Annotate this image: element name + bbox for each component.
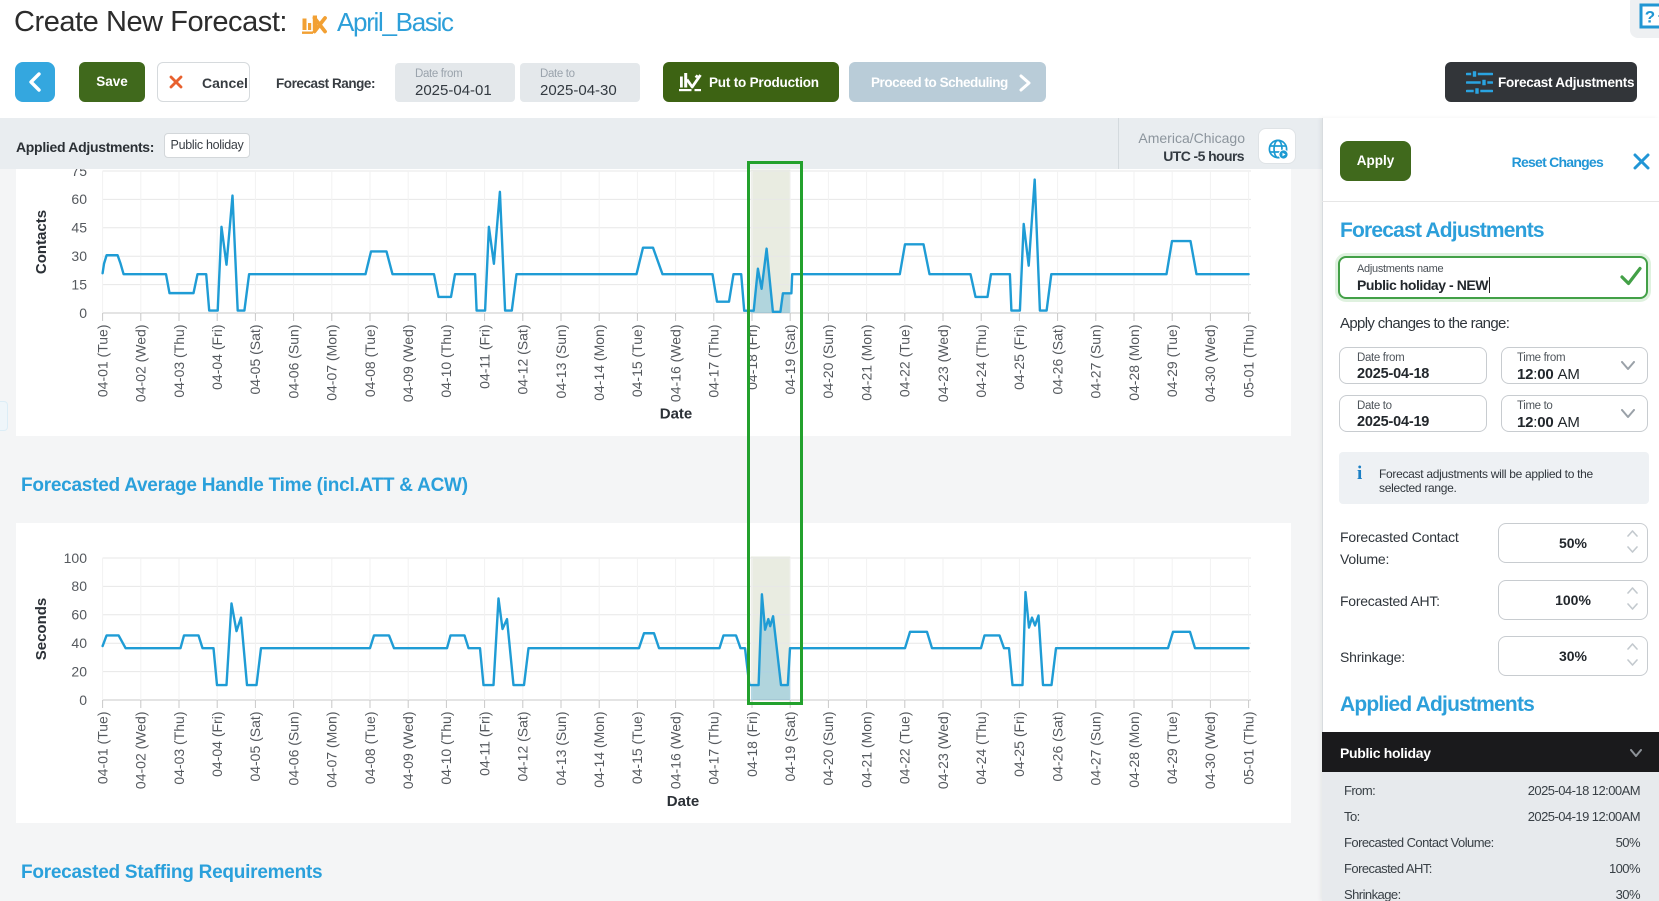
svg-text:Seconds: Seconds — [33, 598, 50, 661]
svg-text:04-23 (Wed): 04-23 (Wed) — [935, 325, 951, 403]
svg-text:20: 20 — [71, 663, 87, 679]
svg-text:75: 75 — [71, 169, 87, 179]
svg-text:04-18 (Fri): 04-18 (Fri) — [744, 712, 760, 777]
svg-text:04-30 (Wed): 04-30 (Wed) — [1202, 325, 1218, 403]
svg-text:15: 15 — [71, 276, 87, 292]
svg-text:04-28 (Mon): 04-28 (Mon) — [1126, 712, 1142, 788]
svg-text:04-06 (Sun): 04-06 (Sun) — [285, 325, 301, 399]
svg-text:04-22 (Tue): 04-22 (Tue) — [897, 712, 913, 785]
svg-text:04-10 (Thu): 04-10 (Thu) — [438, 325, 454, 398]
svg-text:0: 0 — [79, 692, 87, 708]
svg-text:80: 80 — [71, 578, 87, 594]
svg-text:04-03 (Thu): 04-03 (Thu) — [171, 712, 187, 785]
svg-text:04-25 (Fri): 04-25 (Fri) — [1011, 711, 1027, 776]
svg-text:04-10 (Thu): 04-10 (Thu) — [438, 712, 454, 785]
svg-text:04-07 (Mon): 04-07 (Mon) — [324, 712, 340, 788]
svg-text:Date: Date — [667, 793, 700, 810]
svg-text:04-13 (Sun): 04-13 (Sun) — [553, 325, 569, 399]
svg-text:60: 60 — [71, 191, 87, 207]
svg-text:04-01 (Tue): 04-01 (Tue) — [94, 712, 110, 785]
svg-text:0: 0 — [79, 305, 87, 321]
svg-text:04-05 (Sat): 04-05 (Sat) — [247, 712, 263, 782]
svg-text:04-04 (Fri): 04-04 (Fri) — [209, 712, 225, 777]
svg-text:04-23 (Wed): 04-23 (Wed) — [935, 712, 951, 790]
svg-text:04-29 (Tue): 04-29 (Tue) — [1164, 325, 1180, 398]
svg-text:04-19 (Sat): 04-19 (Sat) — [782, 325, 798, 395]
svg-text:04-12 (Sat): 04-12 (Sat) — [515, 712, 531, 782]
svg-text:05-01 (Thu): 05-01 (Thu) — [1240, 325, 1256, 398]
svg-text:60: 60 — [71, 607, 87, 623]
svg-text:04-27 (Sun): 04-27 (Sun) — [1088, 325, 1104, 399]
svg-text:04-08 (Tue): 04-08 (Tue) — [362, 325, 378, 398]
svg-text:04-16 (Wed): 04-16 (Wed) — [667, 712, 683, 790]
svg-text:04-05 (Sat): 04-05 (Sat) — [247, 325, 263, 395]
svg-text:04-15 (Tue): 04-15 (Tue) — [629, 325, 645, 398]
svg-text:04-09 (Wed): 04-09 (Wed) — [400, 325, 416, 403]
svg-text:04-11 (Fri): 04-11 (Fri) — [476, 325, 492, 389]
svg-text:45: 45 — [71, 220, 87, 236]
svg-text:04-02 (Wed): 04-02 (Wed) — [133, 325, 149, 403]
svg-text:04-24 (Thu): 04-24 (Thu) — [973, 325, 989, 398]
svg-text:04-03 (Thu): 04-03 (Thu) — [171, 325, 187, 398]
svg-text:04-25 (Fri): 04-25 (Fri) — [1011, 324, 1027, 389]
svg-text:04-17 (Thu): 04-17 (Thu) — [706, 712, 722, 785]
svg-text:04-17 (Thu): 04-17 (Thu) — [706, 325, 722, 398]
svg-text:04-30 (Wed): 04-30 (Wed) — [1202, 712, 1218, 790]
svg-text:04-04 (Fri): 04-04 (Fri) — [209, 325, 225, 390]
svg-text:Date: Date — [660, 406, 693, 423]
svg-text:04-15 (Tue): 04-15 (Tue) — [629, 712, 645, 785]
svg-text:04-21 (Mon): 04-21 (Mon) — [858, 325, 874, 401]
svg-text:04-01 (Tue): 04-01 (Tue) — [94, 325, 110, 398]
svg-text:04-22 (Tue): 04-22 (Tue) — [897, 325, 913, 398]
svg-text:04-19 (Sat): 04-19 (Sat) — [782, 712, 798, 782]
svg-text:100: 100 — [64, 550, 88, 566]
svg-text:30: 30 — [71, 248, 87, 264]
svg-text:04-21 (Mon): 04-21 (Mon) — [858, 712, 874, 788]
svg-text:04-09 (Wed): 04-09 (Wed) — [400, 712, 416, 790]
svg-text:40: 40 — [71, 635, 87, 651]
svg-text:04-11 (Fri): 04-11 (Fri) — [476, 712, 492, 776]
svg-text:04-14 (Mon): 04-14 (Mon) — [591, 325, 607, 401]
svg-text:04-20 (Sun): 04-20 (Sun) — [820, 325, 836, 399]
svg-text:04-07 (Mon): 04-07 (Mon) — [324, 325, 340, 401]
svg-text:04-13 (Sun): 04-13 (Sun) — [553, 712, 569, 786]
svg-text:04-08 (Tue): 04-08 (Tue) — [362, 712, 378, 785]
svg-text:04-02 (Wed): 04-02 (Wed) — [133, 712, 149, 790]
svg-text:04-28 (Mon): 04-28 (Mon) — [1126, 325, 1142, 401]
svg-text:04-14 (Mon): 04-14 (Mon) — [591, 712, 607, 788]
svg-text:04-24 (Thu): 04-24 (Thu) — [973, 712, 989, 785]
svg-text:05-01 (Thu): 05-01 (Thu) — [1240, 712, 1256, 785]
svg-text:04-29 (Tue): 04-29 (Tue) — [1164, 712, 1180, 785]
svg-text:04-26 (Sat): 04-26 (Sat) — [1049, 325, 1065, 395]
svg-text:?: ? — [1645, 8, 1655, 27]
svg-text:Contacts: Contacts — [33, 210, 50, 274]
svg-text:04-27 (Sun): 04-27 (Sun) — [1088, 712, 1104, 786]
svg-text:04-12 (Sat): 04-12 (Sat) — [515, 324, 531, 394]
svg-text:04-16 (Wed): 04-16 (Wed) — [667, 325, 683, 403]
svg-text:04-06 (Sun): 04-06 (Sun) — [285, 712, 301, 786]
svg-text:04-20 (Sun): 04-20 (Sun) — [820, 712, 836, 786]
svg-text:04-26 (Sat): 04-26 (Sat) — [1049, 712, 1065, 782]
